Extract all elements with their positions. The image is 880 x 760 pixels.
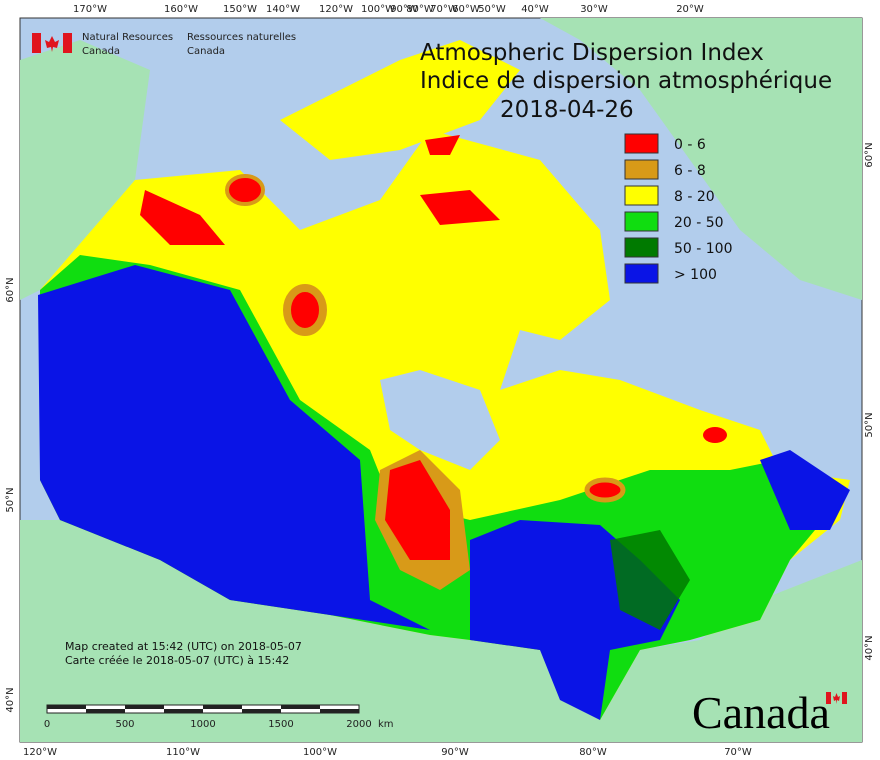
longitude-label: 80°W	[406, 4, 434, 15]
legend-swatch	[624, 133, 659, 154]
agency-name: Canada	[187, 46, 225, 57]
canada-wordmark: Canada	[692, 687, 847, 738]
map-title: Atmospheric Dispersion Index	[420, 40, 764, 66]
longitude-label: 90°W	[390, 4, 418, 15]
credit: Carte créée le 2018-05-07 (UTC) à 15:42	[65, 654, 289, 667]
legend: 0 - 6 6 - 8 8 - 20 20 - 50 50 - 100 > 100	[624, 133, 733, 284]
longitude-label: 80°W	[579, 747, 607, 758]
longitude-label: 90°W	[441, 747, 469, 758]
longitude-label: 160°W	[164, 4, 198, 15]
scale-bar-segment	[203, 705, 242, 709]
latitude-label: 50°N	[5, 487, 16, 512]
latitude-label: 40°N	[864, 635, 875, 660]
scale-tick-label: 0	[44, 719, 50, 730]
scale-bar-segment	[86, 709, 125, 713]
legend-swatch	[624, 211, 659, 232]
longitude-label: 70°W	[430, 4, 458, 15]
agency-name: Canada	[82, 46, 120, 57]
region-0-6-nwt	[283, 284, 327, 336]
legend-label: 0 - 6	[674, 137, 706, 153]
region-0-6-ellesmere	[425, 135, 460, 155]
region-0-6-banks	[225, 174, 265, 206]
united-states	[20, 520, 862, 742]
scale-tick-label: 500	[115, 719, 134, 730]
agency-name: Natural Resources	[82, 32, 173, 43]
longitude-label: 50°W	[478, 4, 506, 15]
legend-label: 50 - 100	[674, 241, 733, 257]
latitude-label: 50°N	[864, 412, 875, 437]
scale-bar-segment	[164, 709, 203, 713]
longitude-label: 20°W	[676, 4, 704, 15]
legend-label: 6 - 8	[674, 163, 706, 179]
longitude-label: 120°W	[319, 4, 353, 15]
longitude-label: 30°W	[580, 4, 608, 15]
region-west-100	[38, 265, 430, 630]
scale-bar: km 0 500 1000 1500 2000	[44, 704, 394, 730]
flag-bar	[63, 33, 72, 53]
longitude-label: 100°W	[361, 4, 395, 15]
legend-swatch	[624, 237, 659, 258]
agency-name: Ressources naturelles	[187, 32, 296, 43]
latitude-label: 60°N	[864, 142, 875, 167]
scale-bar-segment	[320, 709, 359, 713]
longitude-label: 140°W	[266, 4, 300, 15]
legend-swatch	[624, 159, 659, 180]
region-0-6-yukon	[140, 190, 225, 245]
scale-bar-segment	[281, 705, 320, 709]
map-title: Indice de dispersion atmosphérique	[420, 68, 832, 94]
map-date: 2018-04-26	[500, 97, 634, 123]
wordmark: Canada	[692, 687, 830, 738]
region-0-6-baffin	[420, 190, 500, 225]
arctic-islands	[280, 40, 520, 160]
region-50-100	[610, 530, 690, 630]
legend-label: 8 - 20	[674, 189, 715, 205]
credit: Map created at 15:42 (UTC) on 2018-05-07	[65, 640, 302, 653]
longitude-label: 40°W	[521, 4, 549, 15]
longitude-label: 120°W	[23, 747, 57, 758]
legend-label: > 100	[674, 267, 717, 283]
flag-bar	[826, 692, 831, 704]
region-maritime-100	[760, 450, 850, 530]
longitude-label: 110°W	[166, 747, 200, 758]
longitude-label: 60°W	[452, 4, 480, 15]
flag-bar	[32, 33, 41, 53]
scale-tick-label: 2000	[346, 719, 371, 730]
legend-swatch	[624, 263, 659, 284]
longitude-label: 100°W	[303, 747, 337, 758]
region-0-6-quebec	[584, 477, 626, 503]
region-0-6-central	[385, 460, 450, 560]
scale-bar-segment	[47, 705, 86, 709]
hudson-bay	[380, 370, 500, 470]
latitude-label: 40°N	[5, 687, 16, 712]
map	[19, 17, 863, 743]
latitude-label: 60°N	[5, 277, 16, 302]
alaska	[20, 40, 150, 300]
legend-label: 20 - 50	[674, 215, 724, 231]
scale-bar-segment	[242, 709, 281, 713]
scale-unit: km	[378, 719, 394, 730]
region-0-6-labrador	[703, 427, 727, 443]
legend-swatch	[624, 185, 659, 206]
graticule-labels: 170°W 160°W 150°W 140°W 120°W 100°W90°W80°W70…	[5, 4, 875, 758]
greenland	[540, 18, 862, 300]
scale-bar-segment	[125, 705, 164, 709]
scale-tick-label: 1000	[190, 719, 215, 730]
scale-tick-label: 1500	[268, 719, 293, 730]
maple-leaf	[833, 693, 840, 704]
longitude-label: 150°W	[223, 4, 257, 15]
longitude-label: 70°W	[724, 747, 752, 758]
maple-leaf	[45, 36, 59, 52]
flag-bar	[842, 692, 847, 704]
nrcan-logo: Natural Resources Canada Ressources natu…	[32, 32, 296, 57]
longitude-label: 170°W	[73, 4, 107, 15]
